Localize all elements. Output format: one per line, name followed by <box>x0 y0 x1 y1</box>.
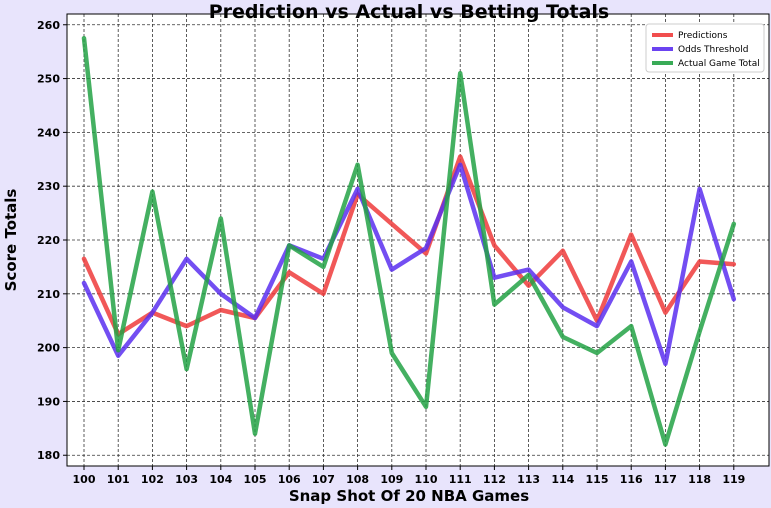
chart-title: Prediction vs Actual vs Betting Totals <box>209 1 610 23</box>
series-line-actual-game-total <box>81 35 737 447</box>
y-tick-label: 240 <box>37 126 60 139</box>
x-tick-label: 111 <box>449 473 472 486</box>
x-tick-label: 108 <box>346 473 369 486</box>
x-tick-label: 106 <box>278 473 301 486</box>
series-line-predictions <box>81 154 737 337</box>
y-tick-label: 250 <box>37 73 60 86</box>
x-axis-label: Snap Shot Of 20 NBA Games <box>289 487 529 505</box>
y-tick-label: 190 <box>37 395 60 408</box>
legend-label: Actual Game Total <box>678 59 760 69</box>
series-lines <box>81 35 737 447</box>
x-tick-label: 117 <box>654 473 677 486</box>
x-tick-label: 107 <box>312 473 335 486</box>
legend-box <box>645 23 765 73</box>
x-tick-label: 113 <box>517 473 540 486</box>
x-tick-label: 110 <box>415 473 438 486</box>
x-tick-label: 103 <box>175 473 198 486</box>
x-tick-label: 105 <box>244 473 267 486</box>
x-tick-label: 104 <box>209 473 232 486</box>
y-tick-label: 200 <box>37 342 60 355</box>
y-tick-label: 230 <box>37 180 60 193</box>
x-tick-label: 119 <box>722 473 745 486</box>
x-tick-label: 116 <box>620 473 643 486</box>
legend-label: Predictions <box>678 31 728 41</box>
series-line-odds-threshold <box>81 162 737 367</box>
x-tick-label: 109 <box>380 473 403 486</box>
legend: Predictions Odds Threshold Actual Game Tot… <box>645 23 765 73</box>
x-tick-label: 112 <box>483 473 506 486</box>
y-axis: 180 190 200 210 220 230 240 250 260 <box>37 19 67 462</box>
x-axis: 100 101 102 103 104 105 106 107 108 109 110 111 112 1… <box>73 466 745 486</box>
y-tick-label: 210 <box>37 288 60 301</box>
legend-label: Odds Threshold <box>678 45 748 55</box>
x-tick-label: 100 <box>73 473 96 486</box>
x-tick-label: 115 <box>586 473 609 486</box>
x-tick-label: 102 <box>141 473 164 486</box>
x-tick-label: 118 <box>688 473 711 486</box>
x-tick-label: 101 <box>107 473 130 486</box>
y-tick-label: 220 <box>37 234 60 247</box>
y-tick-label: 180 <box>37 449 60 462</box>
x-tick-label: 114 <box>551 473 574 486</box>
y-tick-label: 260 <box>37 19 60 32</box>
y-axis-label: Score Totals <box>2 189 20 292</box>
